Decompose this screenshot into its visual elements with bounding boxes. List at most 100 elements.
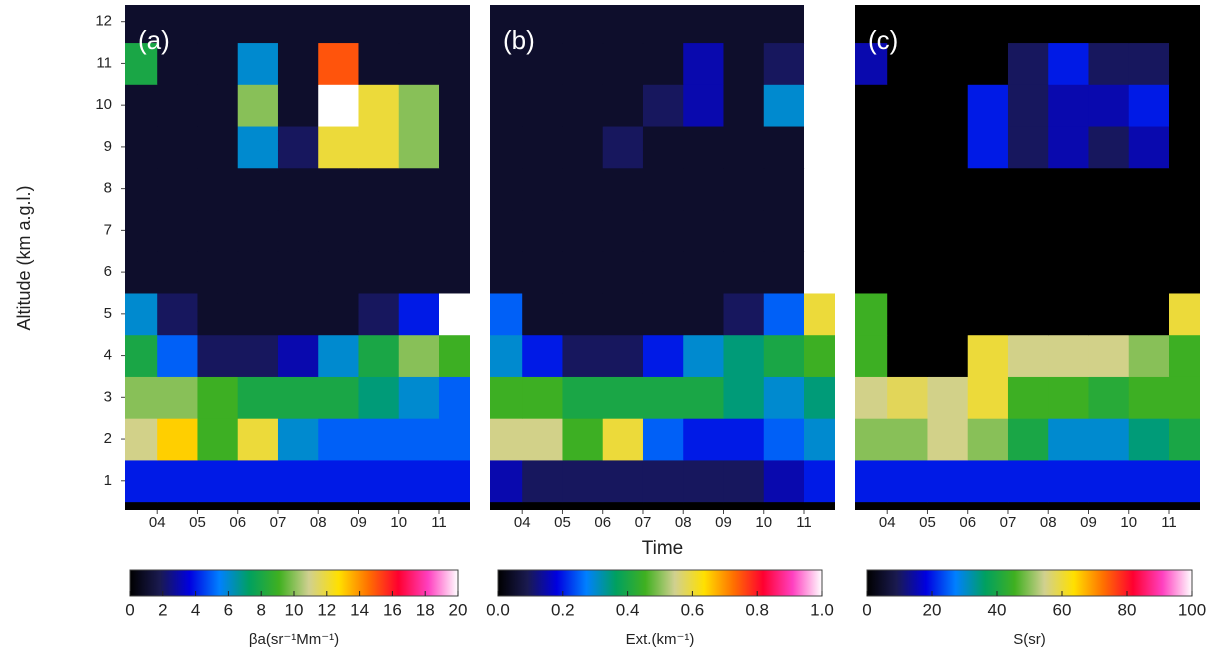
cell [237, 459, 279, 503]
cell [683, 334, 724, 377]
cell [602, 334, 644, 377]
cell [763, 167, 805, 211]
cell [1088, 418, 1130, 461]
cell [887, 251, 928, 294]
cell [1048, 5, 1089, 44]
cell [439, 209, 470, 252]
cell [1007, 334, 1049, 377]
cell [602, 292, 644, 336]
cell [683, 84, 724, 127]
colorbar [866, 569, 1193, 597]
cell [763, 334, 805, 377]
cell [439, 5, 470, 44]
cell [490, 167, 523, 211]
cell [439, 459, 470, 503]
cell [763, 251, 805, 294]
cell [855, 167, 888, 211]
x-tick-label: 05 [189, 514, 206, 531]
cell [723, 334, 765, 377]
x-tick-label: 04 [514, 514, 531, 531]
cell [855, 459, 888, 503]
cell [439, 84, 470, 127]
cell [522, 5, 563, 44]
cell [522, 251, 563, 294]
cell [318, 167, 359, 211]
cell [1048, 84, 1089, 127]
cell [723, 167, 765, 211]
x-tick-label: 07 [270, 514, 287, 531]
cell [1007, 84, 1049, 127]
cell [1088, 167, 1130, 211]
cell [887, 418, 928, 461]
cell [358, 5, 400, 44]
cell [439, 126, 470, 169]
cell [763, 84, 805, 127]
cell [642, 418, 684, 461]
cell [967, 292, 1009, 336]
cell [277, 167, 319, 211]
x-tick-label: 08 [1040, 514, 1057, 531]
cell [804, 376, 835, 419]
cell [398, 5, 440, 44]
y-axis-label: Altitude (km a.g.l.) [14, 185, 34, 330]
cell [763, 126, 805, 169]
cell [277, 376, 319, 419]
cell [1088, 5, 1130, 44]
cell [602, 167, 644, 211]
cell [1007, 459, 1049, 503]
cell [439, 167, 470, 211]
colorbar-tick-label: 2 [158, 600, 167, 619]
cell [602, 459, 644, 503]
cell [1048, 334, 1089, 377]
cell [723, 418, 765, 461]
cell [1169, 376, 1200, 419]
cell [562, 42, 604, 85]
cell [277, 418, 319, 461]
cell [125, 418, 158, 461]
cell [642, 167, 684, 211]
cell [642, 84, 684, 127]
colorbar-tick-label: 0.2 [551, 600, 575, 619]
cell [562, 167, 604, 211]
colorbar [497, 569, 823, 597]
cell [763, 292, 805, 336]
cell [1169, 418, 1200, 461]
cell [855, 209, 888, 252]
cell [927, 167, 969, 211]
cell [562, 459, 604, 503]
cell [318, 126, 359, 169]
cell [125, 84, 158, 127]
cell [157, 459, 198, 503]
cell [683, 167, 724, 211]
cell [1088, 126, 1130, 169]
cell [927, 42, 969, 85]
cell [398, 334, 440, 377]
x-tick-label: 11 [796, 514, 812, 531]
cell [277, 251, 319, 294]
cell [683, 209, 724, 252]
cell [1088, 459, 1130, 503]
y-tick-label: 4 [104, 347, 112, 364]
cell [967, 418, 1009, 461]
cell [683, 5, 724, 44]
colorbar-label: βa(sr⁻¹Mm⁻¹) [249, 631, 339, 648]
cell [562, 251, 604, 294]
x-tick-label: 11 [431, 514, 447, 531]
cell [490, 126, 523, 169]
cell [1128, 418, 1170, 461]
x-tick-label: 06 [594, 514, 611, 531]
colorbar-tick-label: 0 [125, 600, 134, 619]
cell [967, 126, 1009, 169]
cell [277, 126, 319, 169]
cell [358, 209, 400, 252]
cell [318, 5, 359, 44]
cell [1007, 292, 1049, 336]
cell [562, 126, 604, 169]
cell [277, 5, 319, 44]
cell [1007, 42, 1049, 85]
cell [967, 334, 1009, 377]
colorbar-tick-label: 0.8 [745, 600, 769, 619]
cell [358, 42, 400, 85]
y-tick-label: 2 [104, 430, 112, 447]
cell [398, 459, 440, 503]
